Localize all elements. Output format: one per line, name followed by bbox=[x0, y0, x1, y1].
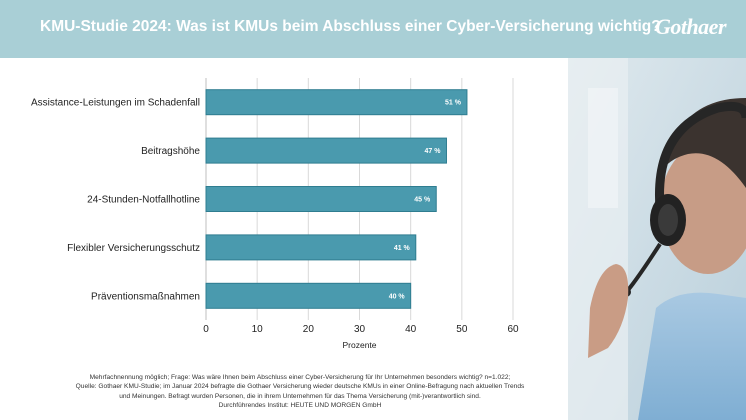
x-tick-label: 10 bbox=[252, 324, 264, 335]
bar bbox=[205, 186, 437, 212]
value-label: 40 % bbox=[389, 293, 406, 300]
value-label: 45 % bbox=[414, 197, 431, 204]
category-label: Präventionsmaßnahmen bbox=[91, 291, 200, 302]
x-tick-label: 0 bbox=[203, 324, 209, 335]
footnote-line: Mehrfachnennung möglich; Frage: Was wäre… bbox=[89, 374, 511, 381]
bar bbox=[205, 234, 417, 261]
footnote-line: Durchführendes Institut: HEUTE UND MORGE… bbox=[218, 402, 382, 410]
category-label: Assistance-Leistungen im Schadenfall bbox=[31, 98, 200, 109]
bar bbox=[205, 282, 412, 309]
page-title: KMU-Studie 2024: Was ist KMUs beim Absch… bbox=[40, 18, 661, 35]
header-bar: KMU-Studie 2024: Was ist KMUs beim Absch… bbox=[0, 0, 746, 58]
x-tick-label: 30 bbox=[354, 324, 366, 335]
value-label: 51 % bbox=[445, 100, 462, 107]
gothaer-logo: Gothaer bbox=[654, 14, 727, 39]
category-label: Flexibler Versicherungsschutz bbox=[67, 243, 200, 254]
footnote: Mehrfachnennung möglich; Frage: Was wäre… bbox=[40, 373, 560, 411]
x-tick-label: 20 bbox=[303, 324, 315, 335]
category-label: 24-Stunden-Notfallhotline bbox=[87, 195, 200, 206]
category-label: Beitragshöhe bbox=[141, 146, 200, 157]
x-tick-label: 40 bbox=[405, 324, 417, 335]
x-axis-label: Prozente bbox=[342, 340, 376, 350]
value-label: 41 % bbox=[394, 245, 411, 252]
footnote-line: und Meinungen. Befragt wurden Personen, … bbox=[119, 392, 481, 400]
bar-chart: Assistance-Leistungen im Schadenfall 51 %… bbox=[31, 78, 519, 350]
x-tick-label: 60 bbox=[507, 324, 519, 335]
value-label: 47 % bbox=[425, 148, 442, 155]
x-tick-label: 50 bbox=[456, 324, 468, 335]
footnote-line: Quelle: Gothaer KMU-Studie; im Januar 20… bbox=[75, 383, 525, 391]
photo-person-with-headset bbox=[568, 58, 746, 420]
bar bbox=[205, 137, 447, 164]
bar bbox=[205, 89, 468, 116]
